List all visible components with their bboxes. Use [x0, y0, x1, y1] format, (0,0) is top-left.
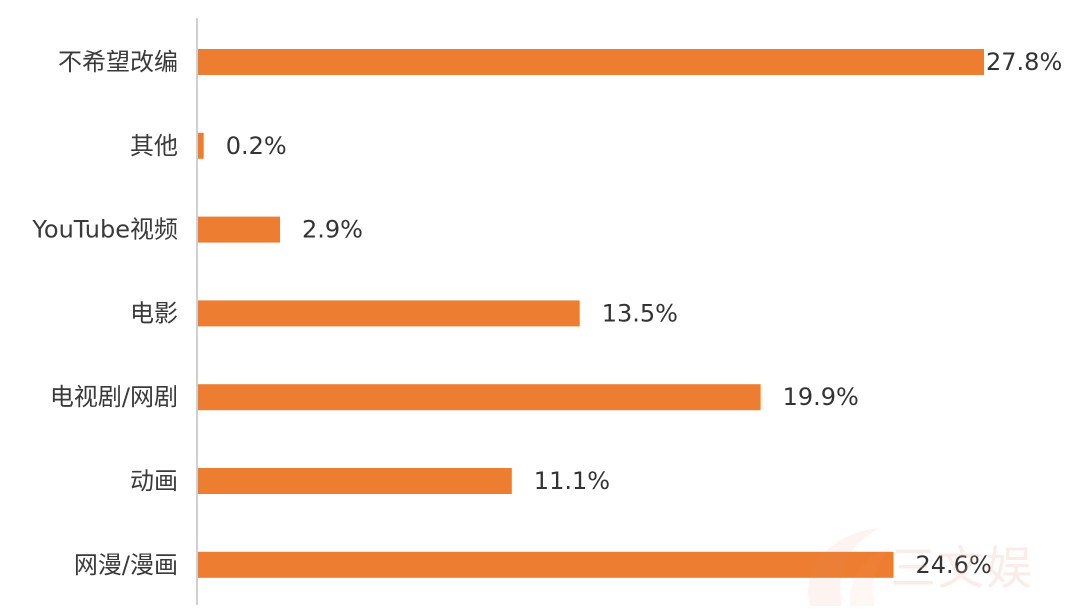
category-label: 电视剧/网剧 [50, 383, 178, 411]
bar-4 [198, 384, 761, 411]
value-labels: 27.8% 0.2% 2.9% 13.5% 19.9% 11.1% 24.6% [226, 48, 1063, 579]
category-label: 动画 [130, 467, 178, 495]
bar-1 [198, 132, 204, 159]
category-label: 不希望改编 [58, 48, 178, 76]
bars-layer [198, 49, 984, 578]
category-label: 网漫/漫画 [74, 551, 178, 579]
bar-0 [198, 49, 984, 75]
value-label: 27.8% [986, 48, 1062, 76]
category-label: 电影 [130, 299, 178, 327]
value-label: 24.6% [916, 551, 992, 579]
value-label: 19.9% [783, 383, 859, 411]
value-label: 2.9% [302, 216, 363, 244]
value-label: 0.2% [226, 132, 287, 160]
bar-5 [198, 468, 512, 494]
category-label: YouTube视频 [31, 216, 178, 244]
value-label: 11.1% [534, 467, 610, 495]
bar-3 [198, 300, 580, 327]
bar-6 [198, 551, 894, 578]
category-label: 其他 [130, 132, 178, 160]
bar-2 [198, 216, 280, 243]
value-label: 13.5% [602, 299, 678, 327]
